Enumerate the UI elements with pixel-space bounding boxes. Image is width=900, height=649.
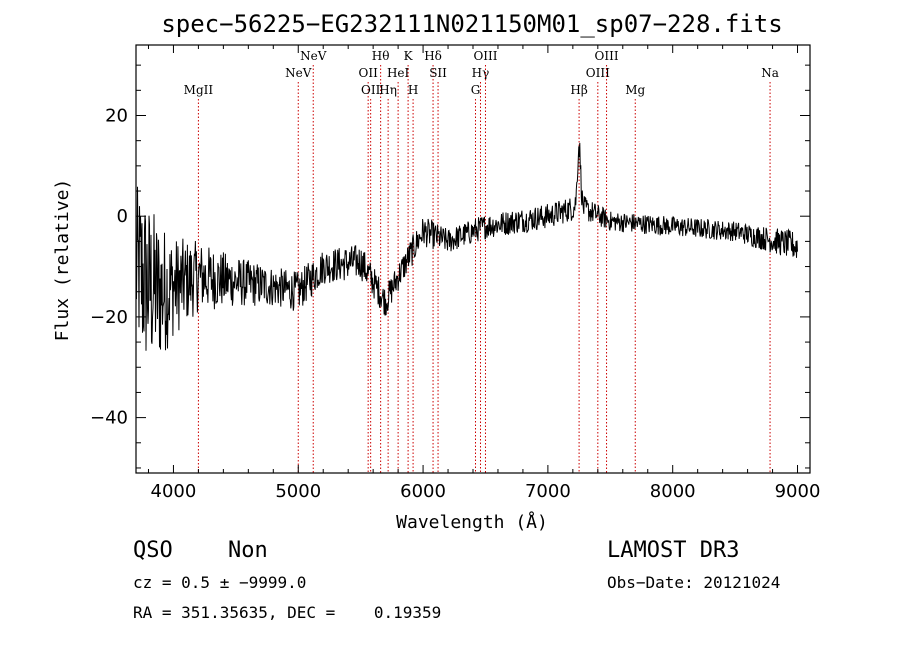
emission-line-label: OIII (586, 66, 610, 80)
y-axis-label: Flux (relative) (52, 179, 73, 342)
x-tick-label: 4000 (151, 481, 197, 502)
emission-line-label: Hθ (372, 49, 390, 63)
emission-line-label: H (408, 83, 418, 97)
x-tick-label: 5000 (275, 481, 321, 502)
emission-line-label: OII (361, 83, 381, 97)
emission-line-label: Hδ (424, 49, 442, 63)
plot-frame (135, 44, 811, 474)
object-class: QSO (133, 538, 173, 563)
x-axis-label: Wavelength (Å) (396, 511, 548, 533)
emission-line-label: Hβ (570, 83, 587, 97)
emission-line-label: NeV (285, 66, 312, 80)
spectrum-layer (135, 142, 798, 351)
x-tick-label: 9000 (775, 481, 821, 502)
emission-line-label: Na (761, 66, 779, 80)
coordinates: RA = 351.35635, DEC = 0.19359 (133, 603, 442, 622)
obs-date: Obs−Date: 20121024 (607, 573, 781, 592)
x-tick-label: 7000 (525, 481, 571, 502)
emission-line-label: Hγ (472, 66, 490, 80)
emission-line-label: OIII (595, 49, 619, 63)
emission-line-label: MgII (184, 83, 214, 97)
emission-line-markers: MgII NeV NeV OII OII Hθ Hη HeI K H Hδ SII G Hγ OIII Hβ O… (184, 49, 779, 473)
survey-name: LAMOST DR3 (607, 538, 740, 563)
axis-ticks: 4000 5000 6000 7000 8000 9000 −40 −20 0 20 (90, 45, 820, 502)
spectrum-line (135, 142, 798, 351)
emission-line-label: OIII (473, 49, 497, 63)
y-tick-label: 0 (117, 206, 128, 227)
x-tick-label: 6000 (400, 481, 446, 502)
chart-title: spec−56225−EG232111N021150M01_sp07−228.f… (161, 10, 782, 38)
x-tick-label: 8000 (650, 481, 696, 502)
object-subclass: Non (228, 538, 268, 563)
redshift-line: cz = 0.5 ± −9999.0 (133, 573, 307, 592)
emission-line-label: HeI (387, 66, 410, 80)
y-tick-label: −40 (90, 408, 128, 429)
emission-line-label: OII (358, 66, 378, 80)
emission-line-label: SII (429, 66, 447, 80)
emission-line-label: Mg (625, 83, 645, 97)
emission-line-label: Hη (379, 83, 397, 97)
emission-line-label: K (404, 49, 414, 63)
y-tick-label: −20 (90, 307, 128, 328)
emission-line-label: NeV (300, 49, 327, 63)
emission-line-label: G (471, 83, 481, 97)
y-tick-label: 20 (105, 105, 128, 126)
